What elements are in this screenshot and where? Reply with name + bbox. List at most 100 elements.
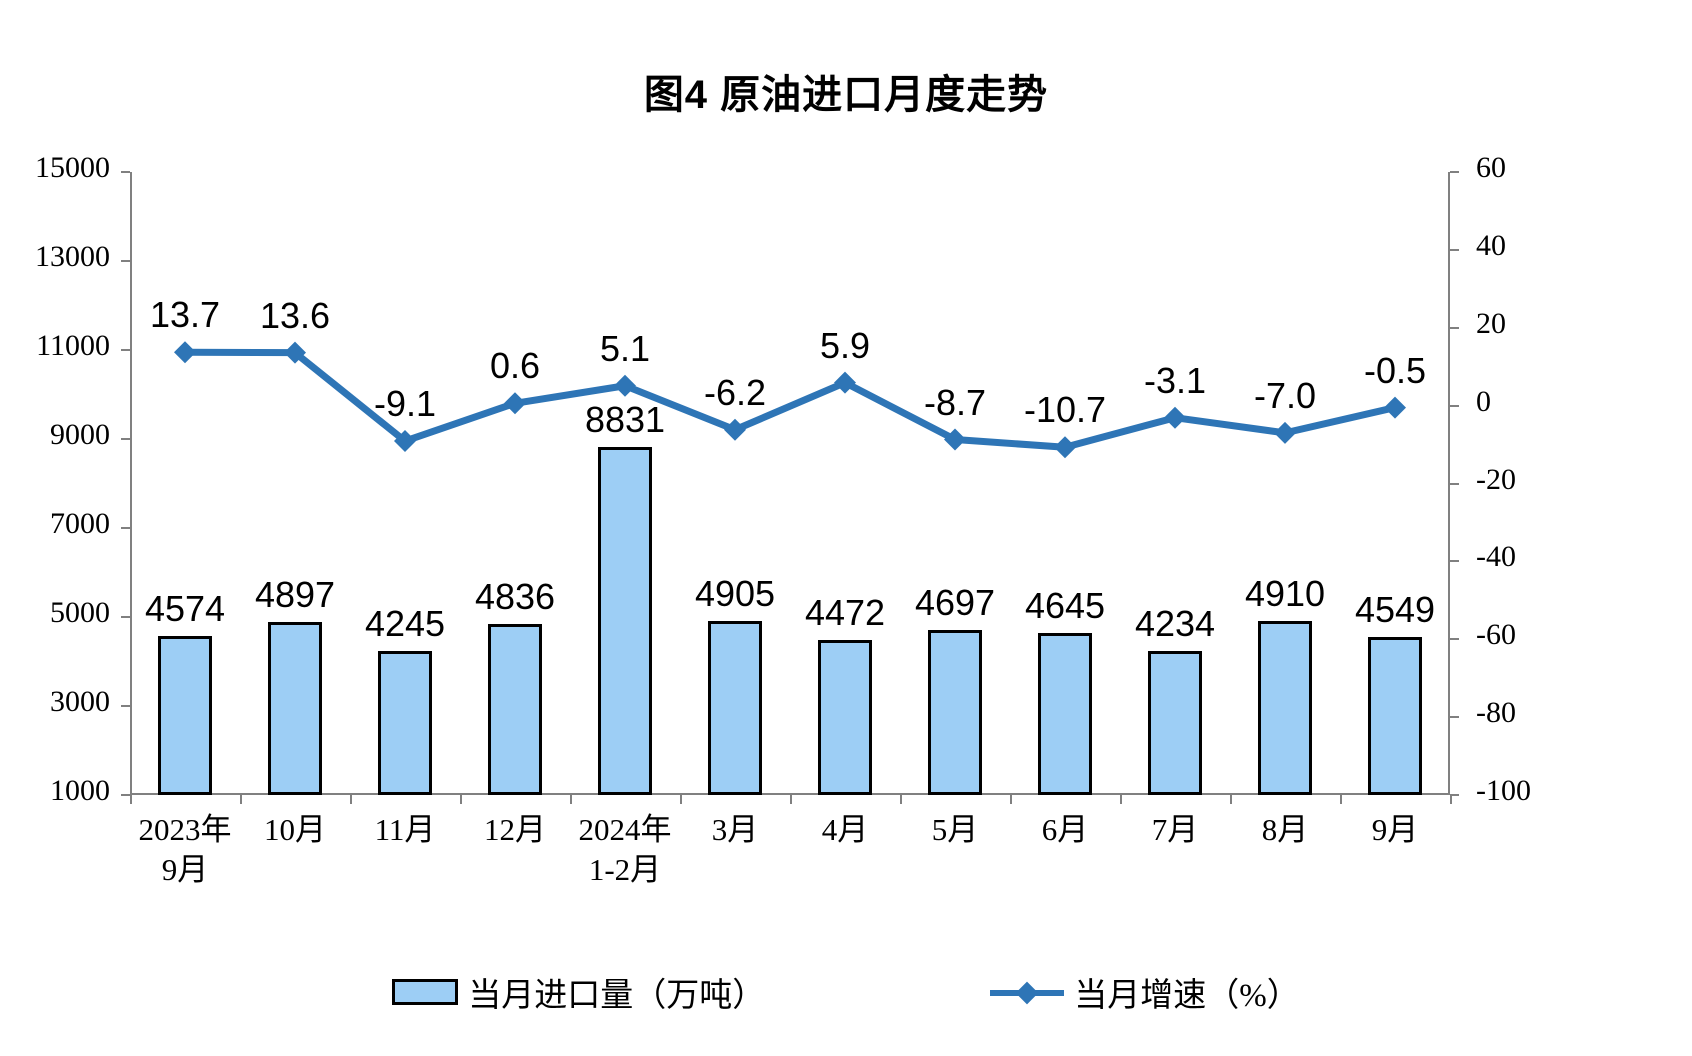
x-axis-category-line: 8月	[1261, 812, 1309, 847]
left-axis-tick-label: 5000	[50, 596, 110, 629]
x-axis-tick	[240, 795, 242, 804]
bar[interactable]	[1038, 632, 1092, 795]
line-value-label: -8.7	[923, 381, 987, 423]
x-axis-category-label: 8月	[1262, 810, 1309, 850]
bar-value-label: 4245	[364, 602, 446, 644]
line-marker[interactable]	[944, 428, 966, 451]
x-axis-tick	[1340, 795, 1342, 804]
x-axis-category-line: 3月	[711, 812, 759, 847]
left-axis-tick	[121, 349, 130, 351]
bar-value-label: 4697	[914, 582, 996, 624]
bar[interactable]	[1148, 651, 1202, 795]
bar[interactable]	[268, 621, 322, 795]
left-axis-tick	[121, 438, 130, 440]
right-axis-tick-label: -40	[1476, 540, 1516, 574]
x-axis-category-line: 11月	[374, 812, 436, 847]
line-marker[interactable]	[614, 374, 636, 397]
left-axis-line	[130, 172, 132, 795]
x-axis-tick	[570, 795, 572, 804]
right-axis-tick	[1450, 716, 1459, 719]
line-marker[interactable]	[1164, 406, 1186, 429]
bar[interactable]	[598, 446, 652, 795]
chart-legend: 当月进口量（万吨） 当月增速（%）	[0, 968, 1692, 1016]
x-axis-tick	[680, 795, 682, 804]
x-axis-tick	[1010, 795, 1012, 804]
bar[interactable]	[158, 635, 212, 795]
left-axis-tick	[121, 527, 130, 529]
right-axis-tick-label: 60	[1476, 151, 1506, 184]
legend-item-import-volume[interactable]: 当月进口量（万吨）	[392, 968, 765, 1016]
chart-title: 图4 原油进口月度走势	[643, 73, 1049, 117]
legend-item-growth-rate[interactable]: 当月增速（%）	[990, 968, 1300, 1016]
left-axis-tick	[121, 171, 130, 173]
legend-label-growth-rate: 当月增速（%）	[1074, 978, 1300, 1014]
line-marker[interactable]	[1384, 396, 1406, 419]
left-axis-tick-label: 3000	[50, 685, 110, 718]
right-axis-tick-label: 20	[1476, 306, 1506, 340]
x-axis-category-label: 9月	[1372, 810, 1419, 850]
right-axis-tick	[1450, 638, 1459, 641]
x-axis-line	[130, 793, 1450, 795]
line-value-label: -3.1	[1143, 359, 1207, 401]
bar-value-label: 4645	[1024, 584, 1106, 626]
x-axis-tick	[1450, 795, 1452, 804]
x-axis-category-label: 2023年 9月	[139, 810, 232, 890]
bar-value-label: 4910	[1244, 573, 1326, 614]
bar[interactable]	[818, 640, 872, 795]
x-axis-category-label: 7月	[1152, 810, 1199, 850]
x-axis-category-label: 10月	[264, 810, 326, 850]
left-axis-tick-label: 7000	[50, 507, 110, 540]
right-axis-tick-label: 0	[1476, 384, 1491, 418]
x-axis-category-line: 9月	[1371, 812, 1419, 847]
line-value-label: 13.6	[259, 294, 331, 336]
bar-value-label: 4472	[804, 592, 886, 634]
x-axis-category-line: 1-2月	[588, 852, 662, 887]
line-marker[interactable]	[284, 341, 306, 364]
bar[interactable]	[488, 624, 542, 795]
left-axis-tick-label: 1000	[50, 774, 110, 807]
line-value-label: -7.0	[1253, 374, 1317, 416]
x-axis-category-line: 7月	[1151, 812, 1199, 847]
x-axis-category-label: 2024年 1-2月	[579, 810, 672, 890]
x-axis-category-label: 12月	[484, 810, 546, 850]
bar-value-label: 4897	[254, 573, 336, 615]
x-axis-category-label: 5月	[932, 810, 979, 850]
line-diamond-icon	[990, 979, 1065, 1005]
bar-value-label: 4549	[1354, 589, 1436, 631]
line-marker[interactable]	[724, 418, 746, 441]
x-axis-tick	[790, 795, 792, 804]
right-axis-line	[1448, 172, 1450, 795]
bar[interactable]	[1368, 637, 1422, 795]
bar[interactable]	[708, 621, 762, 795]
right-axis-tick-label: -100	[1476, 774, 1531, 807]
x-axis-category-line: 4月	[821, 812, 869, 847]
plot-area	[121, 171, 1459, 804]
bar[interactable]	[378, 650, 432, 795]
line-marker[interactable]	[504, 392, 526, 415]
x-axis-tick	[460, 795, 462, 804]
x-axis-category-label: 3月	[712, 810, 759, 850]
x-axis-tick	[1120, 795, 1122, 804]
left-axis-tick	[121, 260, 130, 262]
right-axis-tick	[1450, 326, 1459, 329]
x-axis-category-line: 9月	[161, 852, 209, 887]
line-value-label: 5.9	[819, 324, 871, 366]
line-value-label: 13.7	[149, 294, 221, 336]
bar[interactable]	[928, 630, 982, 795]
line-marker[interactable]	[834, 371, 856, 394]
bar-value-label: 4234	[1134, 603, 1216, 645]
x-axis-category-label: 4月	[822, 810, 869, 850]
line-marker[interactable]	[1054, 436, 1076, 459]
x-axis-category-label: 6月	[1042, 810, 1089, 850]
line-value-label: -6.2	[703, 371, 767, 413]
line-marker[interactable]	[394, 430, 416, 453]
bar[interactable]	[1258, 621, 1312, 795]
line-value-label: 0.6	[489, 345, 541, 387]
right-axis-tick	[1450, 794, 1459, 796]
line-marker[interactable]	[1274, 421, 1296, 444]
x-axis-category-line: 6月	[1041, 812, 1089, 847]
line-marker[interactable]	[174, 341, 196, 364]
bar-value-label: 4836	[474, 576, 556, 618]
right-axis-tick	[1450, 248, 1459, 251]
